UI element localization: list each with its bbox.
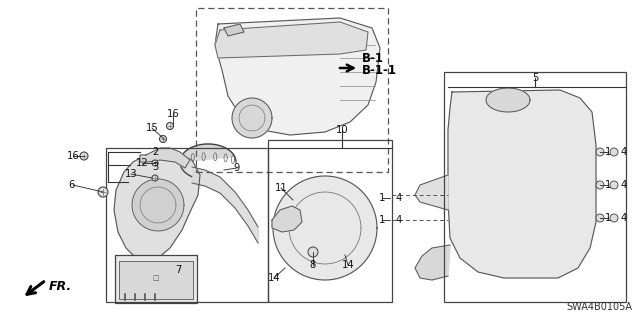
Text: 13: 13 — [125, 169, 138, 179]
Text: 2: 2 — [152, 147, 158, 157]
Text: 4: 4 — [621, 180, 627, 190]
Text: 11: 11 — [275, 183, 287, 193]
Circle shape — [610, 148, 618, 156]
Polygon shape — [140, 148, 190, 168]
Text: 16: 16 — [67, 151, 79, 161]
Bar — [268, 140, 392, 302]
Text: 14: 14 — [268, 273, 280, 283]
Text: 15: 15 — [146, 123, 158, 133]
Text: SWA4B0105A: SWA4B0105A — [566, 302, 632, 312]
Polygon shape — [180, 144, 235, 167]
Circle shape — [610, 181, 618, 189]
Text: 1: 1 — [605, 147, 611, 157]
Text: 3: 3 — [152, 162, 158, 172]
Polygon shape — [232, 98, 272, 138]
Bar — [119, 261, 193, 299]
Text: 4: 4 — [396, 193, 402, 203]
Bar — [196, 8, 388, 172]
Circle shape — [166, 122, 173, 130]
Polygon shape — [272, 206, 302, 232]
Polygon shape — [224, 24, 244, 36]
Bar — [444, 72, 626, 302]
Circle shape — [152, 175, 158, 181]
Polygon shape — [448, 90, 596, 278]
Text: 1: 1 — [605, 180, 611, 190]
Circle shape — [98, 187, 108, 197]
Circle shape — [308, 247, 318, 257]
Text: 12: 12 — [136, 158, 148, 168]
Circle shape — [80, 152, 88, 160]
Polygon shape — [114, 150, 200, 262]
Bar — [115, 255, 197, 303]
Polygon shape — [215, 18, 380, 135]
Bar — [106, 148, 268, 302]
Text: 8: 8 — [310, 260, 316, 270]
Polygon shape — [215, 22, 368, 58]
Circle shape — [596, 214, 604, 222]
Text: 1: 1 — [605, 213, 611, 223]
Circle shape — [596, 148, 604, 156]
Text: FR.: FR. — [49, 279, 72, 293]
Text: B-1: B-1 — [362, 51, 384, 64]
Text: 14: 14 — [342, 260, 355, 270]
Text: 4: 4 — [621, 147, 627, 157]
Text: 4: 4 — [621, 213, 627, 223]
Text: □: □ — [153, 275, 159, 281]
Text: 4: 4 — [396, 215, 402, 225]
Circle shape — [159, 136, 166, 143]
Polygon shape — [486, 88, 530, 112]
Polygon shape — [132, 179, 184, 231]
Polygon shape — [273, 176, 377, 280]
Text: 16: 16 — [166, 109, 179, 119]
Circle shape — [610, 214, 618, 222]
Polygon shape — [415, 245, 450, 280]
Text: 1: 1 — [379, 215, 385, 225]
Circle shape — [596, 181, 604, 189]
Text: 1: 1 — [379, 193, 385, 203]
Text: 5: 5 — [532, 73, 538, 83]
Circle shape — [152, 160, 158, 166]
Text: B-1-1: B-1-1 — [362, 63, 397, 77]
Text: 10: 10 — [336, 125, 348, 135]
Polygon shape — [415, 175, 448, 210]
Text: 9: 9 — [234, 163, 240, 173]
Text: 6: 6 — [68, 180, 74, 190]
Text: 7: 7 — [175, 265, 181, 275]
